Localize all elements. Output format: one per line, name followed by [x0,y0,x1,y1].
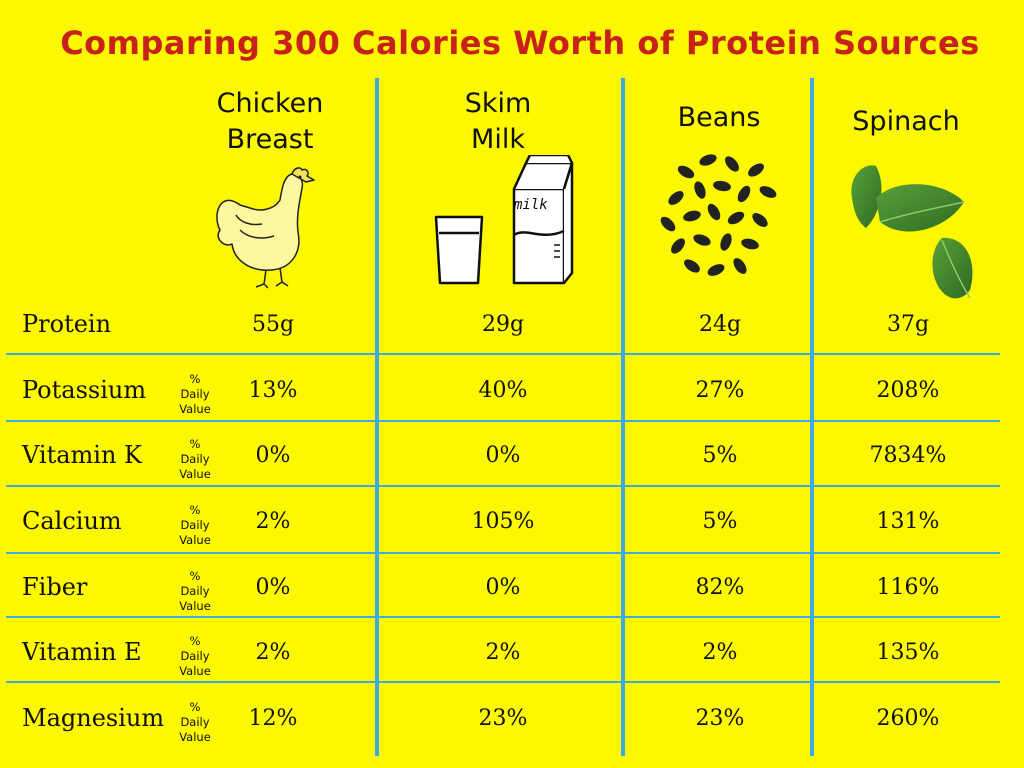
spinach-leaves-icon [851,165,973,299]
table-cell: 116% [876,575,940,600]
row-label: Vitamin E [22,638,142,666]
table-cell: 29g [481,312,525,337]
table-cell: 37g [886,312,930,337]
chart-title: Comparing 300 Calories Worth of Protein … [60,24,980,62]
table-cell: 7834% [869,443,947,468]
table-cell: 5% [702,509,738,534]
row-divider [6,485,1000,487]
column-header-spinach: Spinach [852,106,960,137]
column-header-beans: Beans [677,102,761,133]
column-divider [810,78,814,756]
row-label: Fiber [22,573,88,601]
row-divider [6,681,1000,683]
row-label: Vitamin K [22,441,142,469]
daily-value-note: % Daily Value [179,503,211,547]
table-cell: 208% [876,378,940,403]
table-cell: 105% [471,509,535,534]
table-cell: 2% [485,640,521,665]
row-divider [6,616,1000,618]
chicken-icon [216,167,315,289]
row-divider [6,420,1000,422]
table-cell: 131% [876,509,940,534]
table-cell: 0% [255,443,291,468]
table-cell: 55g [251,312,295,337]
milk-carton-and-glass-icon: milk [434,155,574,285]
table-cell: 5% [702,443,738,468]
daily-value-note: % Daily Value [179,569,211,613]
table-cell: 135% [876,640,940,665]
row-label: Magnesium [22,704,165,732]
table-cell: 0% [485,443,521,468]
table-cell: 24g [698,312,742,337]
daily-value-note: % Daily Value [179,372,211,416]
column-divider [621,78,625,756]
daily-value-note: % Daily Value [179,634,211,678]
column-header-chicken: Chicken Breast [216,88,324,155]
column-divider [375,78,379,756]
table-cell: 2% [255,509,291,534]
table-cell: 82% [695,575,745,600]
row-label: Calcium [22,507,122,535]
row-divider [6,353,1000,355]
row-label: Protein [22,310,112,338]
table-cell: 0% [255,575,291,600]
milk-carton-label: milk [513,197,548,213]
table-cell: 0% [485,575,521,600]
row-divider [6,552,1000,554]
table-cell: 27% [695,378,745,403]
daily-value-note: % Daily Value [179,437,211,481]
table-cell: 23% [478,706,528,731]
row-label: Potassium [22,376,147,404]
table-cell: 2% [255,640,291,665]
table-cell: 13% [248,378,298,403]
table-cell: 40% [478,378,528,403]
beans-icon [660,154,777,276]
table-cell: 12% [248,706,298,731]
table-cell: 260% [876,706,940,731]
daily-value-note: % Daily Value [179,700,211,744]
column-header-milk: Skim Milk [464,88,532,155]
table-cell: 23% [695,706,745,731]
table-cell: 2% [702,640,738,665]
